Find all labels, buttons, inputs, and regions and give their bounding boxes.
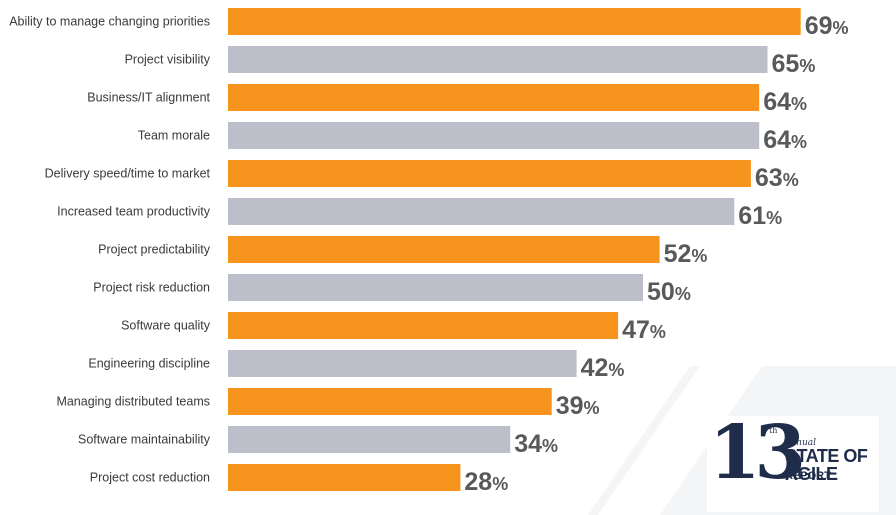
bar <box>228 198 735 225</box>
bar <box>228 274 643 301</box>
value-label: 47% <box>622 316 666 344</box>
value-label: 34% <box>514 430 558 458</box>
bar <box>228 350 577 377</box>
category-label: Project predictability <box>98 243 211 257</box>
percent-sign: % <box>799 56 815 76</box>
percent-sign: % <box>650 322 666 342</box>
percent-sign: % <box>608 360 624 380</box>
bar <box>228 122 760 149</box>
category-label: Project visibility <box>125 53 211 67</box>
category-label: Project cost reduction <box>90 471 210 485</box>
value-label: 61% <box>738 202 782 230</box>
logo-ordinal: th <box>769 426 778 435</box>
bar <box>228 84 760 111</box>
value-label: 63% <box>755 164 799 192</box>
logo-line-agile: AGILE <box>785 464 838 484</box>
value-label: 42% <box>581 354 625 382</box>
logo-title: STATE OF AGILE <box>785 446 868 484</box>
percent-sign: % <box>833 18 849 38</box>
category-label: Business/IT alignment <box>87 91 210 105</box>
bar <box>228 426 511 453</box>
bar <box>228 464 461 491</box>
logo-line-state-of: STATE OF <box>785 446 868 466</box>
value-label: 50% <box>647 278 691 306</box>
value-label: 64% <box>763 126 807 154</box>
percent-sign: % <box>791 132 807 152</box>
bar <box>228 388 552 415</box>
percent-sign: % <box>766 208 782 228</box>
category-label: Team morale <box>138 129 210 143</box>
bar <box>228 312 619 339</box>
category-label: Increased team productivity <box>57 205 211 219</box>
bar <box>228 236 660 263</box>
bar <box>228 46 768 73</box>
category-label: Delivery speed/time to market <box>45 167 211 181</box>
category-label: Software maintainability <box>78 433 211 447</box>
value-label: 52% <box>664 240 708 268</box>
percent-sign: % <box>542 436 558 456</box>
value-label: 65% <box>772 50 816 78</box>
state-of-agile-logo: 13 th annual STATE OF AGILE REPORT <box>707 416 879 512</box>
value-label: 64% <box>763 88 807 116</box>
value-label: 69% <box>805 12 849 40</box>
percent-sign: % <box>791 94 807 114</box>
bars-group: Ability to manage changing priorities 69%… <box>9 8 849 496</box>
logo-annual: annual <box>785 438 816 448</box>
percent-sign: % <box>783 170 799 190</box>
category-label: Project risk reduction <box>93 281 210 295</box>
bar <box>228 8 801 35</box>
percent-sign: % <box>492 474 508 494</box>
bar <box>228 160 751 187</box>
logo-number: 13 <box>709 410 806 496</box>
category-label: Software quality <box>121 319 211 333</box>
percent-sign: % <box>691 246 707 266</box>
percent-sign: % <box>584 398 600 418</box>
value-label: 39% <box>556 392 600 420</box>
value-label: 28% <box>464 468 508 496</box>
percent-sign: % <box>675 284 691 304</box>
category-label: Managing distributed teams <box>56 395 210 409</box>
category-label: Ability to manage changing priorities <box>9 15 210 29</box>
category-label: Engineering discipline <box>88 357 210 371</box>
logo-line-report: REPORT <box>785 470 831 482</box>
